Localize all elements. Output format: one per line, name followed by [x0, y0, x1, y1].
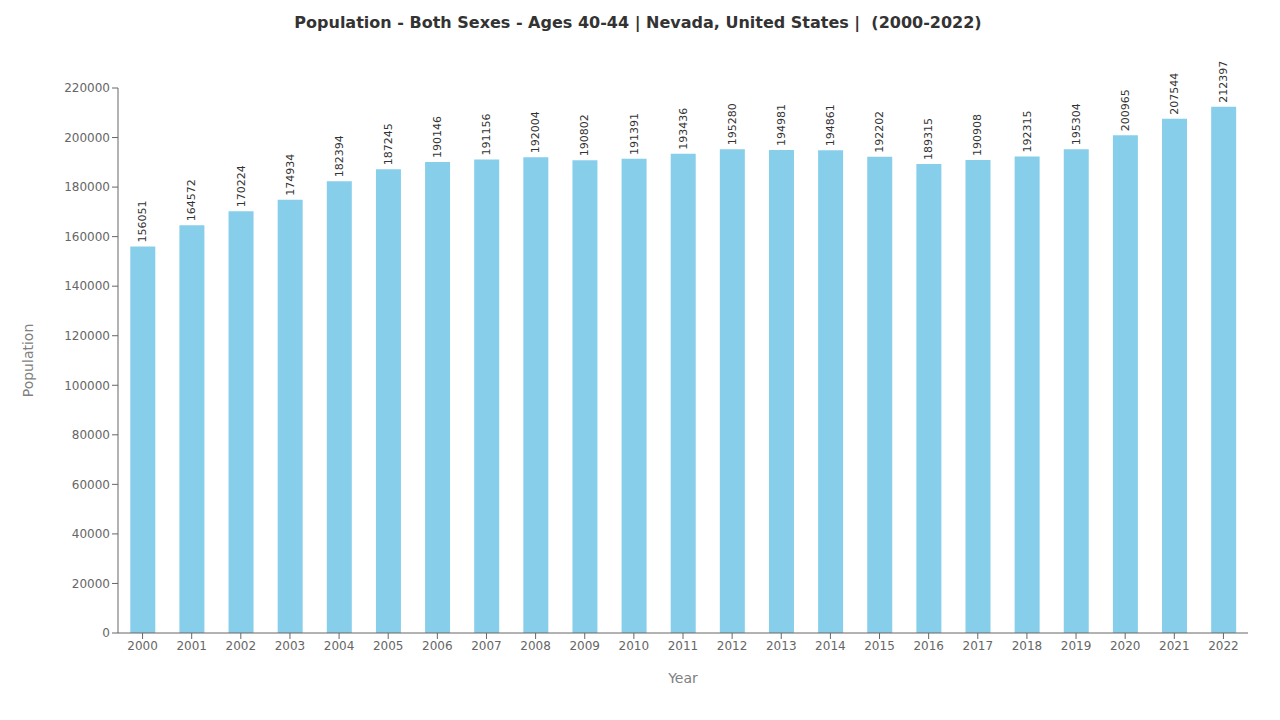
svg-text:2005: 2005: [373, 639, 404, 653]
svg-text:200965: 200965: [1119, 89, 1132, 131]
svg-text:2003: 2003: [275, 639, 306, 653]
svg-text:182394: 182394: [333, 135, 346, 177]
svg-text:160000: 160000: [64, 230, 110, 244]
svg-text:187245: 187245: [382, 123, 395, 165]
svg-text:189315: 189315: [922, 118, 935, 160]
svg-text:2012: 2012: [717, 639, 748, 653]
svg-text:212397: 212397: [1217, 61, 1230, 103]
svg-text:2007: 2007: [471, 639, 502, 653]
svg-text:2008: 2008: [520, 639, 551, 653]
svg-text:2002: 2002: [226, 639, 257, 653]
svg-text:190802: 190802: [578, 114, 591, 156]
svg-text:60000: 60000: [72, 478, 110, 492]
svg-text:193436: 193436: [677, 108, 690, 150]
svg-text:2006: 2006: [422, 639, 453, 653]
svg-text:192004: 192004: [529, 111, 542, 153]
svg-text:164572: 164572: [185, 179, 198, 221]
svg-text:220000: 220000: [64, 81, 110, 95]
svg-text:Population: Population: [20, 324, 36, 398]
svg-text:2010: 2010: [619, 639, 650, 653]
svg-text:2014: 2014: [815, 639, 846, 653]
svg-text:191156: 191156: [480, 113, 493, 155]
html-text:Population - Both Sexes - Ages: Population - Both Sexes - Ages 40-44 | N…: [294, 13, 982, 32]
svg-text:2021: 2021: [1159, 639, 1190, 653]
svg-text:140000: 140000: [64, 279, 110, 293]
svg-text:190908: 190908: [972, 114, 985, 156]
svg-text:170224: 170224: [235, 165, 248, 207]
svg-text:191391: 191391: [628, 113, 641, 155]
svg-text:207544: 207544: [1168, 73, 1181, 115]
svg-text:156051: 156051: [136, 200, 149, 242]
svg-text:200000: 200000: [64, 131, 110, 145]
svg-text:192315: 192315: [1021, 111, 1034, 153]
svg-text:100000: 100000: [64, 379, 110, 393]
svg-text:2013: 2013: [766, 639, 797, 653]
svg-text:174934: 174934: [284, 154, 297, 196]
svg-text:195280: 195280: [726, 103, 739, 145]
svg-text:192202: 192202: [873, 111, 886, 153]
svg-text:Year: Year: [667, 670, 698, 686]
svg-text:40000: 40000: [72, 527, 110, 541]
svg-text:120000: 120000: [64, 329, 110, 343]
svg-text:2019: 2019: [1061, 639, 1092, 653]
svg-text:2016: 2016: [913, 639, 944, 653]
svg-text:2015: 2015: [864, 639, 895, 653]
svg-text:180000: 180000: [64, 180, 110, 194]
svg-text:2004: 2004: [324, 639, 355, 653]
svg-text:195304: 195304: [1070, 103, 1083, 145]
svg-text:2009: 2009: [569, 639, 600, 653]
svg-text:20000: 20000: [72, 577, 110, 591]
svg-text:2011: 2011: [668, 639, 699, 653]
svg-text:0: 0: [102, 626, 110, 640]
svg-text:194861: 194861: [824, 104, 837, 146]
svg-text:2022: 2022: [1208, 639, 1239, 653]
svg-text:80000: 80000: [72, 428, 110, 442]
svg-text:2000: 2000: [127, 639, 158, 653]
svg-text:2020: 2020: [1110, 639, 1141, 653]
svg-text:2018: 2018: [1012, 639, 1043, 653]
svg-text:2017: 2017: [963, 639, 994, 653]
svg-text:190146: 190146: [431, 116, 444, 158]
svg-text:2001: 2001: [176, 639, 207, 653]
svg-text:194981: 194981: [775, 104, 788, 146]
